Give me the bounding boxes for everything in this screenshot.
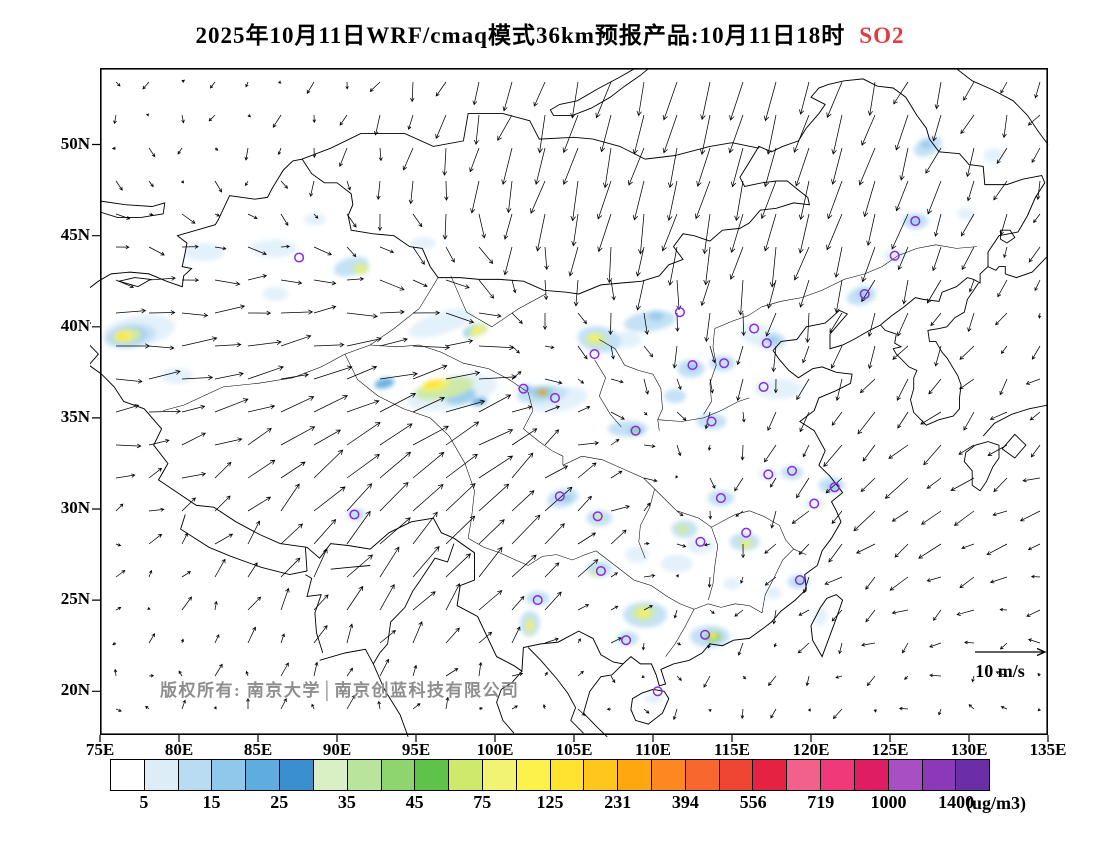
colorbar-tick-label: 35	[337, 792, 356, 812]
lon-tick-label: 100E	[476, 740, 514, 759]
colorbar-cell	[482, 760, 517, 790]
colorbar-tick-label: 25	[270, 792, 289, 812]
lat-tick-label: 25N	[60, 589, 90, 609]
colorbar-cell	[753, 760, 788, 790]
colorbar-cell	[854, 760, 889, 790]
lon-tick-label: 85E	[243, 740, 273, 759]
colorbar-cell	[178, 760, 213, 790]
colorbar-cell	[787, 760, 822, 790]
colorbar-tick-label: 15	[202, 792, 221, 812]
title-species: SO2	[859, 23, 905, 48]
lon-tick-label: 105E	[555, 740, 593, 759]
colorbar-tick-label: 556	[739, 792, 767, 812]
colorbar-cell	[956, 760, 990, 790]
lat-tick-label: 45N	[60, 224, 90, 244]
copyright-text: 版权所有: 南京大学│南京创蓝科技有限公司	[160, 681, 520, 700]
lon-tick-label: 75E	[85, 740, 115, 759]
lon-tick-label: 130E	[950, 740, 988, 759]
colorbar-cell	[618, 760, 652, 790]
lon-tick-label: 125E	[871, 740, 909, 759]
colorbar-cell	[922, 760, 957, 790]
colorbar-unit: (ug/m3)	[966, 793, 1026, 813]
colorbar-cell	[821, 760, 855, 790]
colorbar-cell	[685, 760, 720, 790]
colorbar-tick-label: 75	[473, 792, 492, 812]
colorbar-cell	[212, 760, 247, 790]
colorbar-cell	[415, 760, 450, 790]
lon-tick-label: 120E	[792, 740, 830, 759]
colorbar-cell	[888, 760, 923, 790]
lon-tick-label: 90E	[322, 740, 352, 759]
lon-tick-label: 80E	[164, 740, 194, 759]
colorbar-tick-label: 5	[139, 792, 149, 812]
axis-ticks	[92, 143, 1049, 742]
colorbar-cell	[652, 760, 686, 790]
colorbar-cell	[719, 760, 754, 790]
so2-concentration-layer	[103, 136, 1006, 704]
forecast-map	[90, 68, 1049, 742]
lat-tick-label: 30N	[60, 498, 90, 518]
colorbar-tick-label: 45	[405, 792, 424, 812]
colorbar-cell	[550, 760, 585, 790]
lat-tick-label: 40N	[60, 315, 90, 335]
colorbar-tick-label: 719	[807, 792, 835, 812]
wind-scale-arrow	[975, 647, 1047, 657]
colorbar-tick-label: 1000	[870, 792, 907, 812]
colorbar-cell	[144, 760, 179, 790]
colorbar-cell	[111, 760, 145, 790]
colorbar-cell	[313, 760, 348, 790]
colorbar-cell	[381, 760, 416, 790]
lon-tick-label: 135E	[1029, 740, 1067, 759]
lat-tick-label: 50N	[60, 133, 90, 153]
title-text: 2025年10月11日WRF/cmaq模式36km预报产品:10月11日18时	[195, 23, 846, 48]
lat-tick-label: 35N	[60, 406, 90, 426]
colorbar-cell	[280, 760, 314, 790]
colorbar-cell	[516, 760, 551, 790]
colorbar-cell	[584, 760, 619, 790]
wind-scale-label: 10 m/s	[975, 661, 1025, 681]
colorbar-cell	[449, 760, 483, 790]
colorbar-cell	[246, 760, 281, 790]
colorbar-tick-label: 125	[536, 792, 564, 812]
colorbar-tick-label: 1400	[938, 792, 975, 812]
colorbar-tick-label: 394	[671, 792, 699, 812]
lon-tick-label: 110E	[635, 740, 671, 759]
lat-tick-label: 20N	[60, 680, 90, 700]
lon-tick-label: 115E	[714, 740, 750, 759]
wind-vector-layer	[111, 79, 1042, 721]
city-marker-layer	[294, 216, 921, 697]
colorbar-cell	[347, 760, 382, 790]
figure-title: 2025年10月11日WRF/cmaq模式36km预报产品:10月11日18时 S…	[0, 16, 1100, 50]
map-frame	[100, 68, 1049, 736]
lon-tick-label: 95E	[401, 740, 431, 759]
colorbar-tick-label: 231	[604, 792, 632, 812]
colorbar	[110, 759, 990, 791]
